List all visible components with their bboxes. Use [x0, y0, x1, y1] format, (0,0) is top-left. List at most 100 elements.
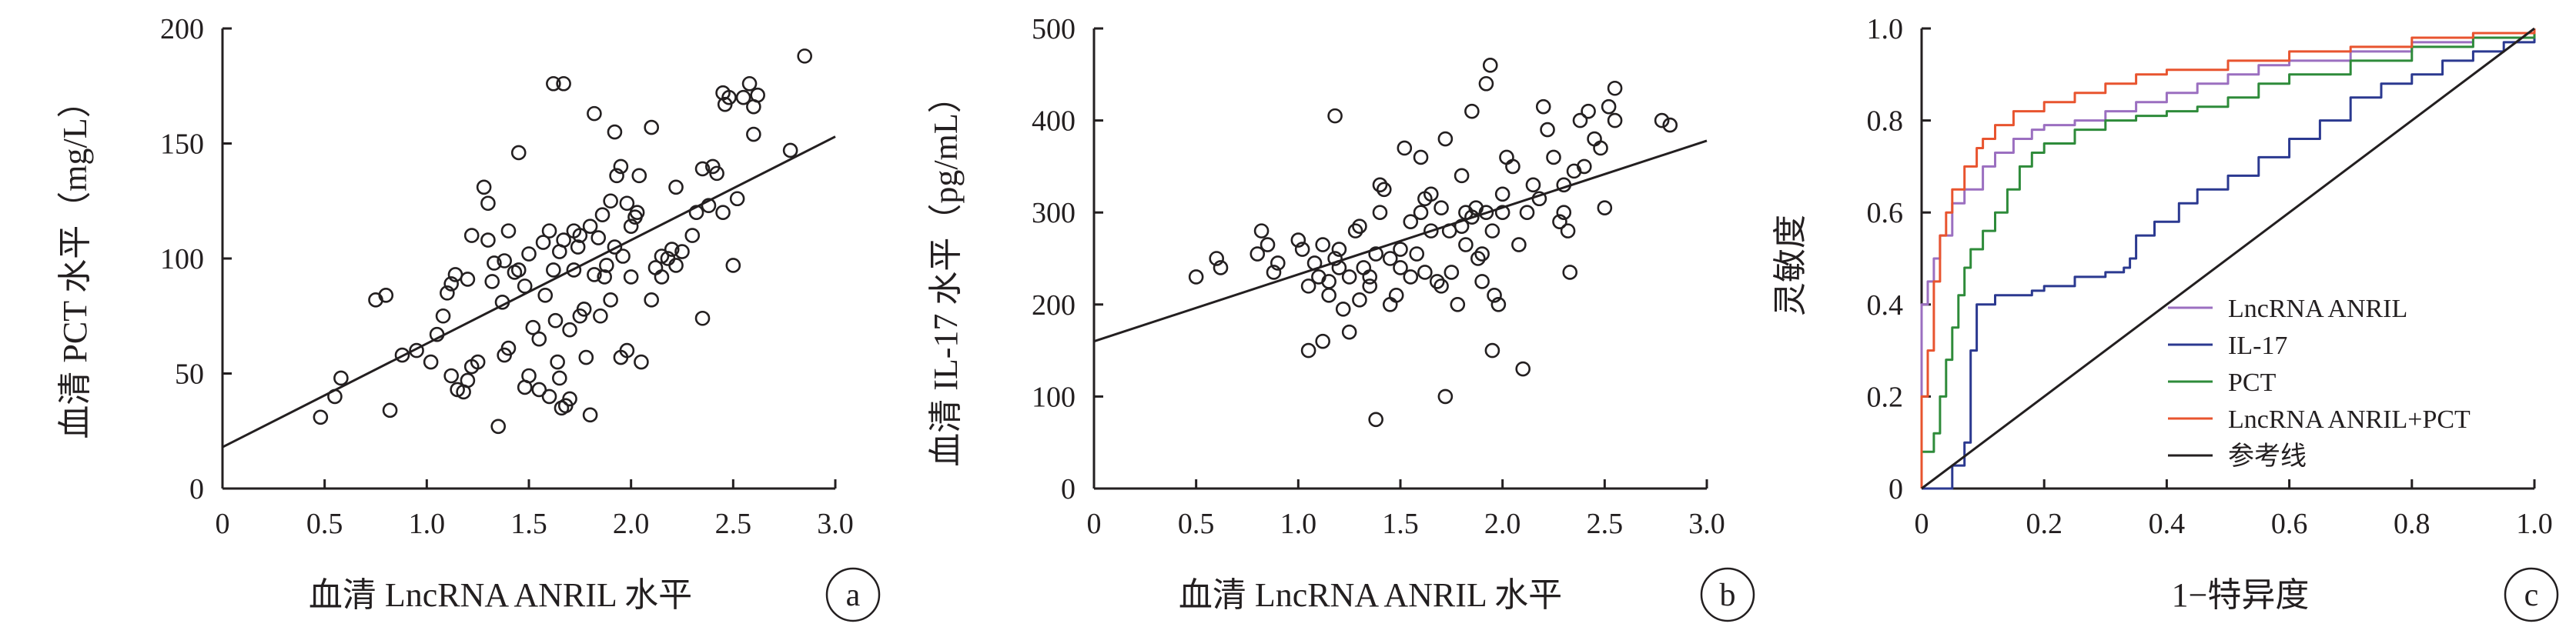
- panel-a-data-point: [587, 105, 602, 122]
- panel-a-data-point: [556, 75, 571, 92]
- panel-b-data-point: [1587, 131, 1602, 147]
- panel-b-data-point: [1474, 274, 1490, 289]
- panel-c-y-tick-label: 0.6: [1867, 197, 1904, 229]
- panel-c-legend-label-1: IL-17: [2228, 332, 2287, 360]
- panel-a-data-point: [480, 232, 496, 248]
- panel-b-data-point: [1444, 265, 1460, 280]
- panel-b-y-tick-label: 100: [1032, 381, 1076, 413]
- panel-b-y-tick-label: 200: [1032, 289, 1076, 322]
- panel-a-data-point: [597, 269, 612, 285]
- panel-a-y-axis-label: 血清 PCT 水平（mg/L）: [56, 84, 94, 439]
- panel-c-x-tick-label: 0.6: [2271, 508, 2308, 540]
- panel-a-data-point: [615, 248, 631, 264]
- panel-a-data-point: [674, 244, 690, 259]
- panel-a-data-point: [440, 285, 455, 301]
- panel-a-data-point: [619, 195, 635, 212]
- panel-a-data-point: [582, 218, 598, 234]
- panel-b-data-point: [1294, 242, 1310, 257]
- panel-a-data-point: [546, 262, 561, 278]
- panel-a-data-point: [463, 228, 480, 243]
- panel-b-data-point: [1535, 98, 1551, 115]
- panel-b-y-tick-label: 300: [1032, 197, 1076, 229]
- panel-b-data-point: [1454, 168, 1470, 184]
- panel-a-data-point: [435, 308, 451, 324]
- svg-text:c: c: [2524, 578, 2539, 613]
- panel-b-data-point: [1577, 158, 1592, 175]
- panel-a-y-tick-label: 150: [160, 128, 204, 161]
- panel-a-data-point: [500, 340, 517, 356]
- panel-a-data-point: [394, 347, 410, 363]
- panel-b-data-point: [1397, 140, 1413, 156]
- panel-b-data-point: [1382, 251, 1398, 266]
- panel-b-data-point: [1552, 214, 1567, 229]
- panel-a-data-point: [587, 267, 602, 282]
- panel-a-data-point: [443, 368, 459, 384]
- panel-a-data-point: [664, 242, 680, 257]
- panel-b-y-tick-label: 0: [1061, 473, 1076, 505]
- panel-a-y-tick-label: 50: [175, 359, 204, 391]
- panel-a-data-point: [709, 165, 724, 182]
- panel-b-x-tick-label: 1.0: [1280, 508, 1317, 540]
- panel-a-data-point: [668, 258, 684, 273]
- panel-a-data-point: [668, 179, 684, 195]
- panel-c-series-line-4: [1921, 27, 2535, 490]
- panel-a-data-point: [460, 372, 476, 389]
- panel-a-data-point: [497, 253, 512, 268]
- panel-a-data-point: [619, 342, 635, 359]
- panel-b-data-point: [1437, 389, 1454, 405]
- panel-a-y-tick-label: 0: [189, 473, 204, 505]
- panel-b-data-point: [1393, 260, 1408, 275]
- panel-a-regression-line: [222, 135, 836, 449]
- panel-a-data-point: [572, 228, 588, 243]
- panel-b-data-point: [1474, 246, 1490, 262]
- panel-a-y-tick-label: 100: [160, 243, 204, 275]
- panel-b-data-point: [1450, 296, 1466, 312]
- panel-b-data-point: [1213, 260, 1229, 275]
- panel-a-data-point: [556, 232, 571, 248]
- panel-b-data-point: [1484, 342, 1500, 359]
- panel-b-data-point: [1423, 186, 1439, 202]
- panel-a-data-point: [701, 198, 717, 214]
- panel-b-x-tick-label: 2.0: [1484, 508, 1521, 540]
- panel-a-data-point: [562, 391, 577, 407]
- panel-a-data-point: [460, 272, 476, 287]
- panel-b-data-point: [1300, 278, 1316, 294]
- panel-a-data-point: [729, 191, 745, 207]
- panel-c-series-line-3: [1920, 28, 2536, 489]
- panel-a-data-point: [654, 269, 670, 285]
- panel-b-data-point: [1478, 205, 1494, 221]
- panel-a-data-point: [333, 370, 349, 386]
- panel-b-data-point: [1347, 223, 1363, 238]
- panel-b-data-point: [1315, 237, 1330, 252]
- panel-a-data-point: [510, 262, 527, 278]
- panel-b-data-point: [1601, 98, 1617, 115]
- panel-c-x-axis-label: 1−特异度: [2172, 576, 2310, 614]
- panel-b-x-axis-label: 血清 LncRNA ANRIL 水平: [1179, 576, 1562, 614]
- panel-b-data-point: [1331, 242, 1347, 257]
- panel-a-data-point: [521, 246, 537, 262]
- panel-b-data-point: [1376, 182, 1392, 198]
- panel-a-data-point: [541, 389, 557, 405]
- panel-a-data-point: [594, 207, 611, 222]
- panel-a-data-point: [551, 370, 567, 386]
- panel-a-data-point: [510, 145, 527, 161]
- panel-b-data-point: [1250, 246, 1266, 262]
- panel-b-data-point: [1487, 288, 1502, 303]
- panel-a-data-point: [631, 168, 647, 184]
- panel-b-data-point: [1335, 301, 1351, 317]
- panel-b-data-point: [1429, 274, 1445, 289]
- panel-b-data-point: [1478, 75, 1494, 92]
- panel-a-data-point: [603, 292, 618, 308]
- panel-b-data-point: [1562, 265, 1578, 280]
- panel-b-data-point: [1409, 246, 1425, 262]
- panel-b-data-point: [1490, 296, 1507, 312]
- panel-a-data-point: [547, 312, 564, 329]
- panel-b-x-tick-label: 3.0: [1688, 508, 1725, 540]
- panel-b-data-point: [1352, 292, 1367, 308]
- panel-b-data-point: [1593, 140, 1608, 156]
- panel-a-data-point: [546, 75, 561, 92]
- panel-a-data-point: [576, 301, 592, 317]
- panel-b-data-point: [1362, 269, 1377, 285]
- panel-a-data-point: [525, 319, 541, 335]
